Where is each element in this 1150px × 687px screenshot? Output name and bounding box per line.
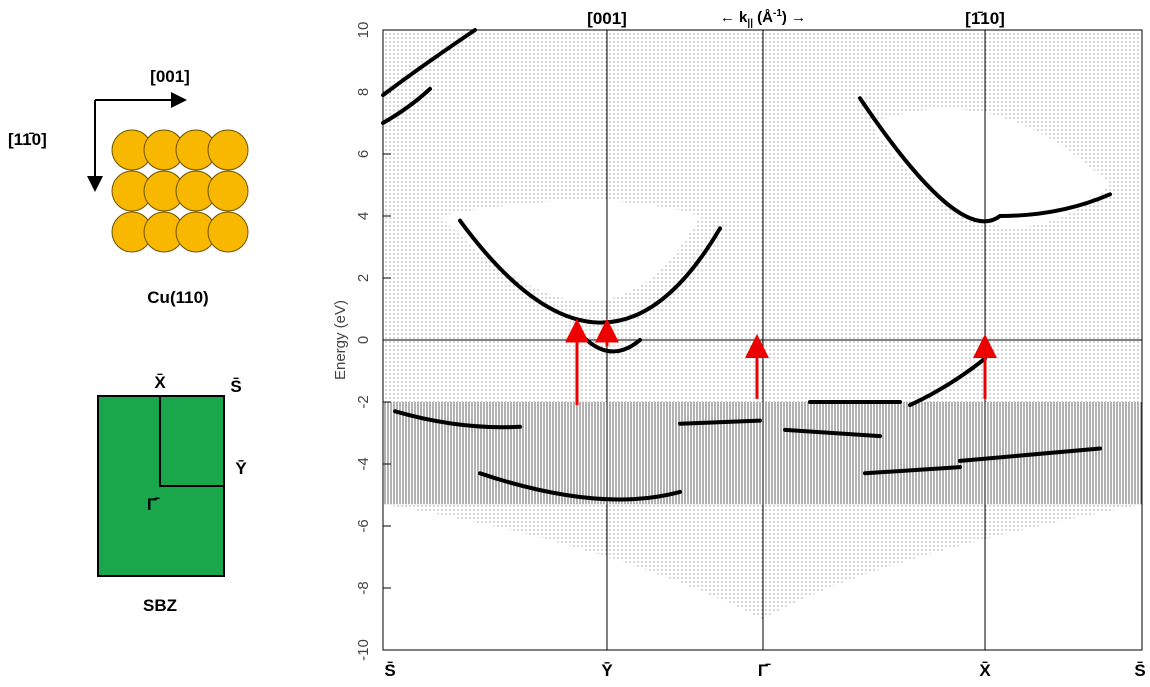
y-tick-label: -10 [355, 639, 372, 661]
band-plot: [001] [1̄10] ← k|| (Å-1) → Energy (eV) -… [332, 8, 1146, 680]
crystal-label: Cu(110) [147, 288, 208, 307]
atom [207, 211, 249, 253]
surface-state [393, 409, 522, 430]
atom [207, 129, 249, 171]
surface-state [381, 86, 432, 125]
sbz-point: S̄ [230, 377, 241, 396]
y-tick-label: -4 [355, 457, 372, 470]
y-tick-label: -2 [355, 395, 372, 408]
x-tick-label: S̄ [1134, 661, 1145, 680]
y-tick-label: -8 [355, 581, 372, 594]
crystal-diagram: [001] [11̄0] Cu(110) [8, 67, 249, 307]
surface-state [783, 427, 882, 439]
y-tick-label: 6 [355, 150, 372, 158]
sbz-diagram: X̄ S̄ Ȳ Γ̄ SBZ [97, 373, 247, 615]
top-label: [001] [587, 9, 627, 28]
y-tick-label: 0 [355, 336, 372, 344]
y-tick-label: -6 [355, 519, 372, 532]
k-label: ← k|| (Å-1) → [720, 8, 806, 29]
y-tick-label: 8 [355, 88, 372, 96]
y-tick-label: 10 [355, 22, 372, 39]
direction-x: [001] [150, 67, 190, 86]
sbz-label: SBZ [143, 596, 177, 615]
surface-state [478, 471, 682, 502]
y-tick-label: 4 [355, 212, 372, 220]
sbz-point: Ȳ [235, 459, 247, 478]
x-tick-label: X̄ [979, 661, 991, 680]
surface-state [808, 356, 987, 408]
sbz-point: Γ̄ [147, 495, 160, 514]
sbz-point: X̄ [154, 373, 166, 392]
y-axis-label: Energy (eV) [332, 300, 349, 380]
surface-state [678, 418, 762, 426]
surface-state [858, 96, 1112, 224]
atom [207, 170, 249, 212]
surface-state [958, 446, 1102, 463]
y-tick-label: 2 [355, 274, 372, 282]
surface-state [863, 465, 962, 476]
top-label: [1̄10] [965, 9, 1005, 28]
x-tick-label: Γ̄ [758, 661, 771, 680]
surface-state [381, 28, 477, 98]
band-gap [870, 109, 1110, 228]
band-gap [440, 200, 700, 302]
x-tick-label: Ȳ [601, 661, 613, 680]
direction-y: [11̄0] [8, 130, 47, 149]
x-tick-label: S̄ [384, 661, 395, 680]
